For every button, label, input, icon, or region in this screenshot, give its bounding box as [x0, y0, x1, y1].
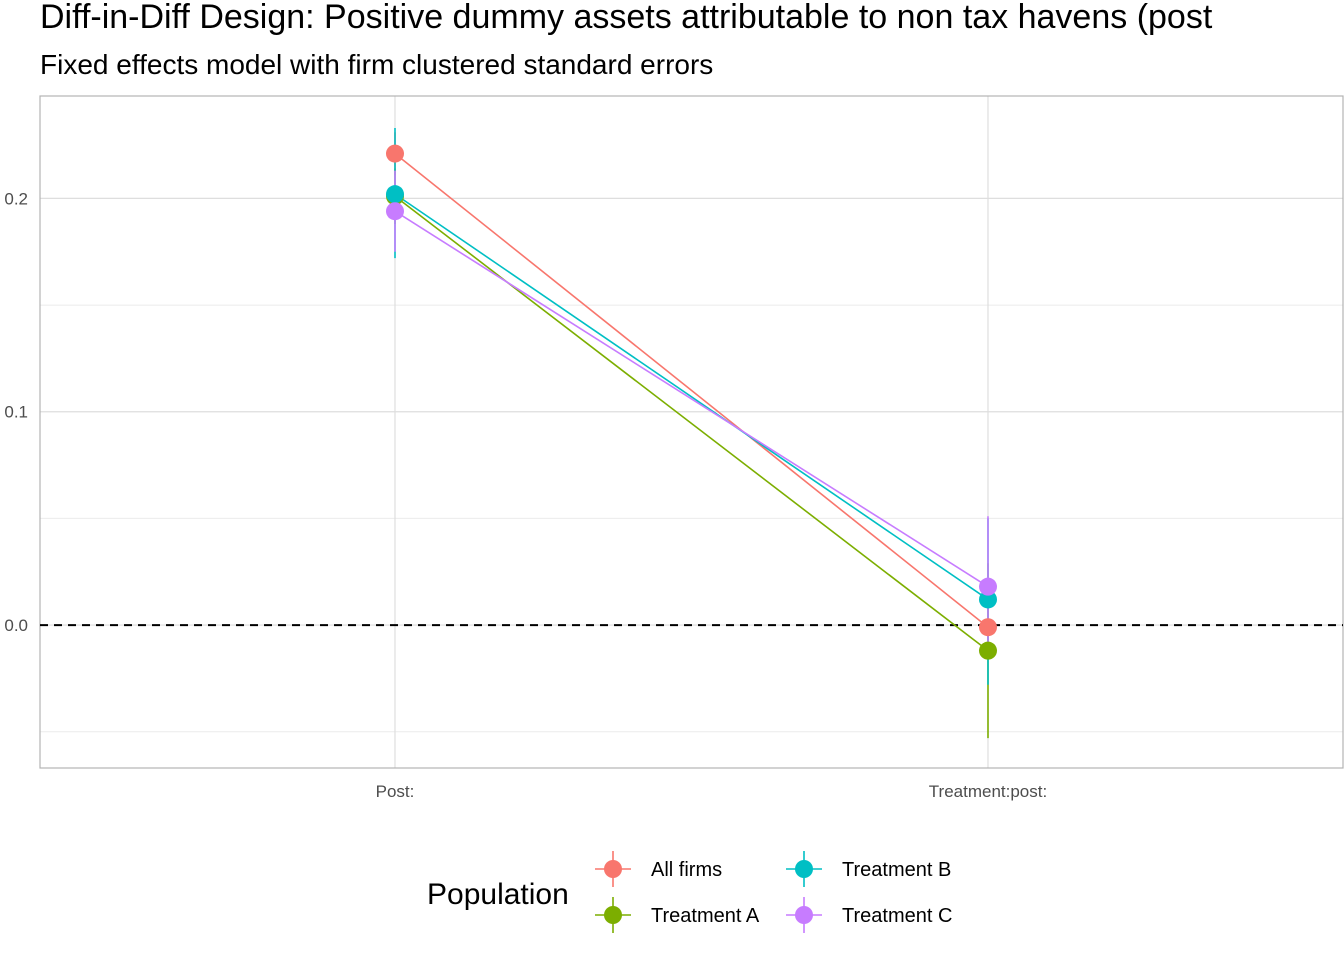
series-treatment-b: [394, 128, 989, 685]
legend-key-point: [795, 906, 813, 924]
data-point: [386, 202, 404, 221]
legend-label: Treatment C: [842, 905, 952, 927]
legend-label: Treatment A: [651, 905, 760, 927]
plot-panel: 0.0 0.1 0.2 Post: Treatment:post:: [4, 95, 1344, 801]
legend-item: Treatment C: [786, 897, 952, 933]
legend: Population All firms Treatment A Treatment…: [427, 851, 952, 933]
chart-subtitle: Fixed effects model with firm clustered …: [40, 49, 713, 80]
data-point: [386, 144, 404, 163]
series-line: [394, 152, 989, 628]
series-all-firms: [394, 132, 989, 651]
data-point: [979, 618, 997, 637]
legend-label: Treatment B: [842, 859, 951, 881]
legend-label: All firms: [651, 859, 722, 881]
legend-item: All firms: [595, 851, 722, 887]
y-tick-label: 0.0: [4, 616, 28, 635]
legend-title: Population: [427, 878, 569, 911]
series-line: [394, 195, 989, 652]
y-tick-label: 0.1: [4, 403, 28, 422]
x-tick-label: Treatment:post:: [929, 782, 1047, 801]
series-line: [394, 210, 989, 588]
data-point: [979, 590, 997, 609]
legend-key-point: [795, 860, 813, 878]
y-tick-label: 0.2: [4, 189, 28, 208]
data-point: [979, 577, 997, 596]
legend-key-point: [604, 906, 622, 924]
legend-item: Treatment A: [595, 897, 760, 933]
chart-title: Diff-in-Diff Design: Positive dummy asse…: [40, 0, 1213, 36]
data-point: [979, 641, 997, 660]
legend-key-point: [604, 860, 622, 878]
x-tick-label: Post:: [376, 782, 415, 801]
panel-border: [39, 95, 1344, 769]
legend-item: Treatment B: [786, 851, 951, 887]
data-point: [386, 185, 404, 204]
series-line: [394, 193, 989, 601]
